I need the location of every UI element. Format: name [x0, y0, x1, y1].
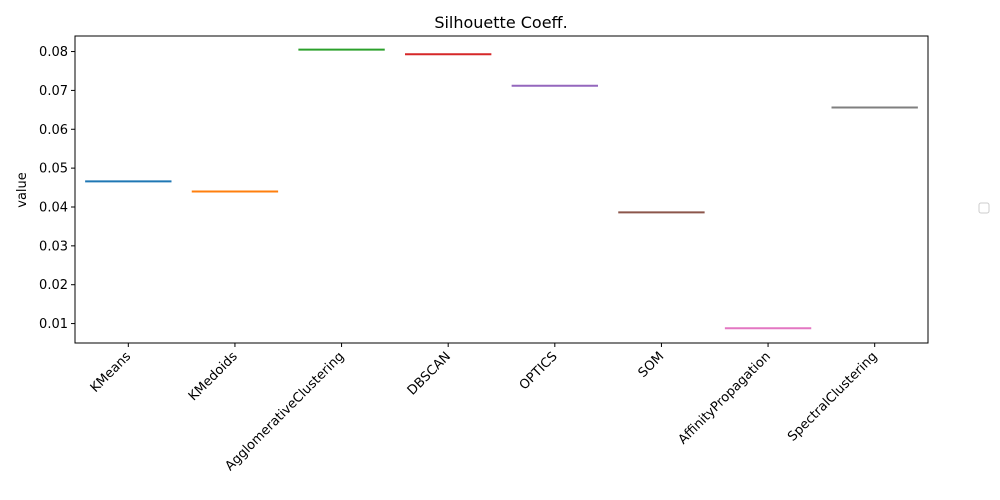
chart-title: Silhouette Coeff. [434, 13, 567, 32]
y-tick-label: 0.08 [39, 45, 68, 60]
x-tick-label: KMedoids [186, 349, 241, 404]
x-tick-label: DBSCAN [405, 349, 454, 398]
data-marks [85, 48, 918, 330]
x-tick-label: AffinityPropagation [676, 349, 774, 447]
y-axis-label: value [15, 172, 30, 208]
y-tick-label: 0.04 [39, 200, 68, 215]
y-tick-label: 0.05 [39, 162, 68, 177]
x-tick-label: AgglomerativeClustering [223, 349, 348, 474]
y-axis: 0.01 0.02 0.03 0.04 0.05 0.06 0.07 0.08 [39, 45, 75, 332]
y-tick-label: 0.01 [39, 317, 68, 332]
x-tick-label: OPTICS [517, 349, 561, 393]
plot-area [74, 35, 929, 344]
y-tick-label: 0.03 [39, 239, 68, 254]
x-tick-label: SOM [636, 349, 668, 381]
legend-box [978, 202, 990, 214]
y-tick-label: 0.07 [39, 84, 68, 99]
x-tick-label: KMeans [88, 349, 135, 396]
y-tick-label: 0.06 [39, 123, 68, 138]
y-tick-label: 0.02 [39, 278, 68, 293]
x-tick-label: SpectralClustering [785, 349, 880, 444]
